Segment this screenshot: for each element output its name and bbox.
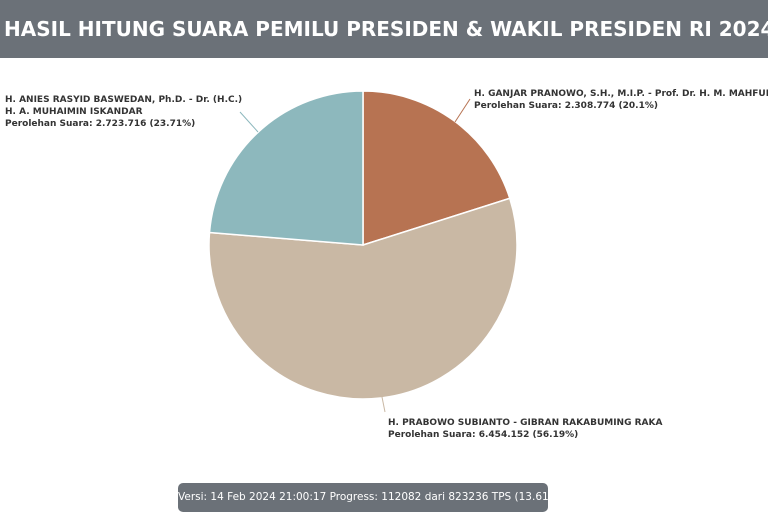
leader-line [239, 111, 259, 133]
value-label: Perolehan Suara: 2.723.716 (23.71%) [5, 119, 196, 129]
category-label: H. GANJAR PRANOWO, S.H., M.I.P. - Prof. … [474, 89, 768, 99]
value-label: Perolehan Suara: 2.308.774 (20.1%) [474, 101, 658, 111]
slice-label: H. ANIES RASYID BASWEDAN, Ph.D. - Dr. (H… [5, 94, 245, 130]
pie-slice [362, 90, 511, 247]
slice-label: H. PRABOWO SUBIANTO - GIBRAN RAKABUMING … [388, 417, 708, 441]
slice-label: H. GANJAR PRANOWO, S.H., M.I.P. - Prof. … [474, 88, 768, 112]
pie-slice [208, 197, 518, 400]
chart-title: HASIL HITUNG SUARA PEMILU PRESIDEN & WAK… [0, 0, 768, 58]
pie-slice [208, 90, 364, 246]
footnote: Versi: 14 Feb 2024 21:00:17 Progress: 11… [178, 483, 563, 512]
category-label: H. PRABOWO SUBIANTO - GIBRAN RAKABUMING … [388, 418, 663, 428]
leader-line [454, 98, 471, 123]
value-label: Perolehan Suara: 6.454.152 (56.19%) [388, 430, 579, 440]
category-label: H. ANIES RASYID BASWEDAN, Ph.D. - Dr. (H… [5, 95, 243, 117]
leader-line [381, 396, 386, 413]
